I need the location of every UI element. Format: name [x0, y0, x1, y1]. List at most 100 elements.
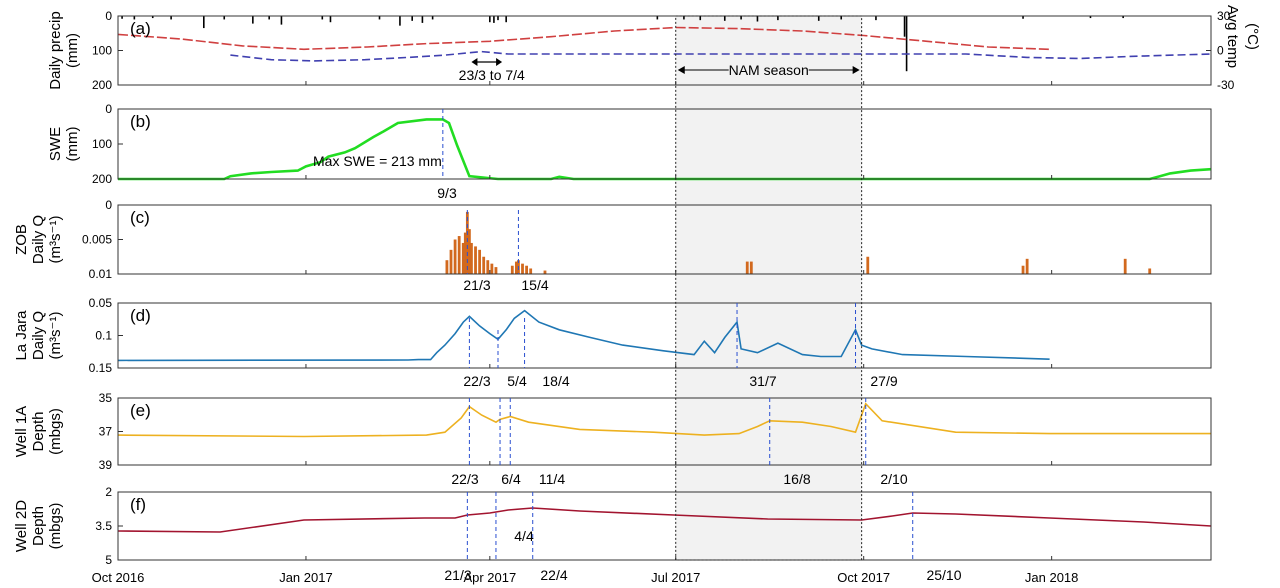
panel-label: (a) [130, 19, 151, 38]
arrow-head-right [496, 58, 503, 66]
event-date-label: 15/4 [521, 277, 548, 293]
discharge-bar [749, 261, 753, 274]
y-axis-label: Daily Q [30, 311, 47, 360]
discharge-bar [1123, 258, 1127, 274]
y-axis-label: Well 2D [13, 500, 30, 552]
event-date-label: 21/3 [444, 567, 471, 583]
right-axis-label: Avg temp [1224, 5, 1241, 68]
event-date-label: 6/4 [501, 471, 521, 487]
discharge-bar [457, 236, 461, 274]
y-tick-label: 100 [92, 44, 112, 58]
discharge-bar [486, 260, 490, 274]
panel-label: (b) [130, 112, 151, 131]
y-axis-label: Depth [30, 506, 47, 546]
discharge-bar [514, 261, 518, 274]
panel-label: (d) [130, 306, 151, 325]
y-tick-label: 39 [99, 458, 113, 472]
right-axis-label: (°C) [1244, 23, 1261, 50]
y-tick-label: 200 [92, 78, 112, 92]
series-line-2-1 [118, 118, 1212, 181]
event-date-label: 22/3 [451, 471, 478, 487]
x-tick-label: Jan 2018 [1025, 570, 1079, 585]
panel-frame-3 [117, 204, 1212, 275]
discharge-bar [866, 256, 870, 274]
y-tick-label: 0.005 [82, 233, 112, 247]
panel-4-marks [117, 309, 1050, 362]
y-axis-label: Depth [30, 411, 47, 451]
event-date-label: 4/4 [514, 528, 534, 544]
discharge-bar [1025, 258, 1029, 274]
panel-1-marks [117, 16, 1212, 72]
discharge-bar [525, 265, 528, 274]
panel-5-marks [117, 402, 1211, 438]
x-tick-label: Oct 2017 [837, 570, 890, 585]
y-tick-label: 2 [105, 485, 112, 499]
discharge-bar [467, 229, 471, 274]
event-date-label: 22/4 [540, 567, 567, 583]
nam-arrow-head-left [677, 66, 685, 74]
max-swe-label: Max SWE = 213 mm [313, 153, 442, 169]
event-date-label: 16/8 [783, 471, 810, 487]
right-y-tick-label: 30 [1217, 9, 1231, 23]
y-axis-label: (mm) [64, 127, 81, 162]
x-tick-label: Apr 2017 [463, 570, 516, 585]
y-tick-label: 0 [105, 102, 112, 116]
y-axis-label: SWE [47, 127, 64, 161]
event-date-label: 5/4 [507, 373, 527, 389]
event-date-label: 18/4 [542, 373, 569, 389]
y-tick-label: 0 [105, 198, 112, 212]
discharge-bar [453, 239, 457, 274]
series-line-6-1 [117, 507, 1212, 533]
discharge-bar [510, 265, 514, 274]
y-tick-label: 100 [92, 137, 112, 151]
series-line-1-2 [117, 26, 1050, 51]
y-axis-label: Daily precip [47, 11, 64, 89]
panel-frame-4 [117, 302, 1212, 369]
event-date-label: 27/9 [870, 373, 897, 389]
arrow-head-left [471, 58, 478, 66]
event-date-label: 2/10 [880, 471, 907, 487]
discharge-bar [494, 267, 498, 274]
event-date-label: 22/3 [463, 373, 490, 389]
x-tick-label: Jan 2017 [279, 570, 333, 585]
interval-label: 23/3 to 7/4 [459, 67, 525, 83]
y-tick-label: 3.5 [95, 519, 112, 533]
discharge-bar [521, 263, 524, 274]
y-tick-label: 0.05 [89, 296, 113, 310]
y-tick-label: 0 [105, 9, 112, 23]
y-axis-label: ZOB [13, 224, 30, 255]
discharge-bar [463, 232, 467, 274]
discharge-bar [461, 242, 465, 274]
panel-label: (e) [130, 401, 151, 420]
y-axis-label: (m³s⁻¹) [47, 312, 64, 360]
y-tick-label: 0.01 [89, 267, 113, 281]
discharge-bar [529, 268, 533, 274]
y-axis-label: (mbgs) [47, 503, 64, 550]
x-tick-label: Oct 2016 [92, 570, 145, 585]
right-y-tick-label: 0 [1217, 44, 1224, 58]
event-date-label: 25/10 [926, 567, 961, 583]
discharge-bar [449, 249, 453, 274]
panel-2-marks [118, 118, 1212, 181]
event-date-label: 31/7 [749, 373, 776, 389]
y-axis-label: (mm) [64, 33, 81, 68]
discharge-bar [745, 261, 749, 274]
y-tick-label: 0.1 [95, 329, 112, 343]
y-axis-label: La Jara [13, 310, 30, 361]
right-y-tick-label: -30 [1217, 78, 1235, 92]
y-axis-label: (mbgs) [47, 408, 64, 455]
discharge-bar [478, 249, 482, 274]
series-line-4-1 [117, 309, 1050, 362]
panel-label: (f) [130, 495, 146, 514]
discharge-bar [543, 270, 547, 274]
nam-season-label: NAM season [729, 62, 809, 78]
discharge-bar [465, 211, 469, 274]
y-tick-label: 0.15 [89, 361, 113, 375]
event-date-label: 9/3 [437, 185, 457, 201]
panel-frame-6 [117, 491, 1212, 561]
panel-frame-2 [117, 108, 1212, 180]
y-axis-label: Daily Q [30, 215, 47, 264]
event-date-label: 21/3 [463, 277, 490, 293]
panel-label: (c) [130, 208, 150, 227]
y-tick-label: 5 [105, 553, 112, 567]
